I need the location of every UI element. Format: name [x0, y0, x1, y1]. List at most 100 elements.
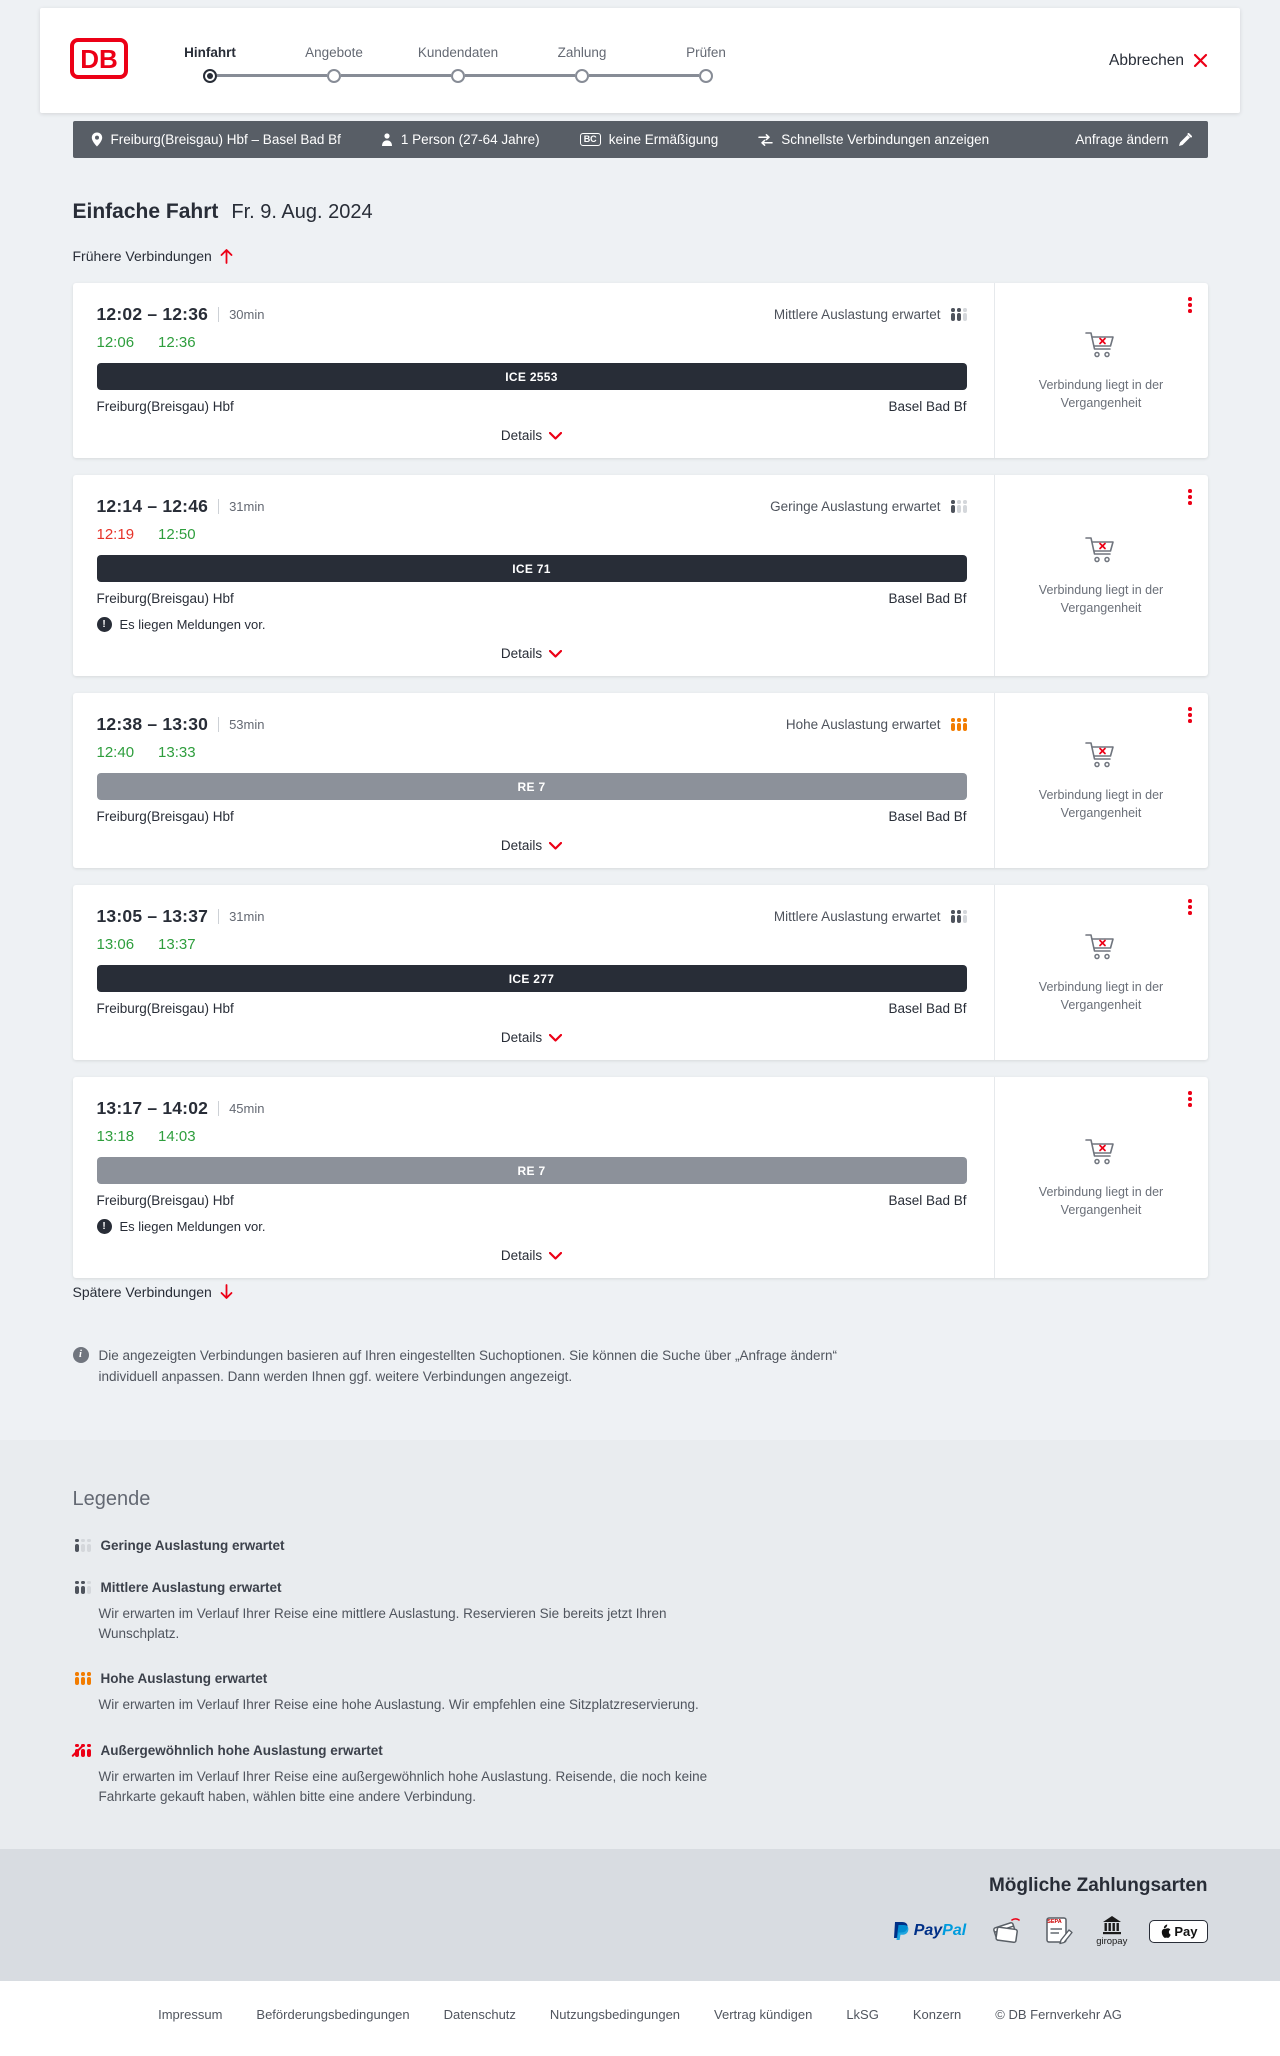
step-angebote[interactable]: Angebote	[272, 45, 451, 83]
legend-section: Legende Geringe Auslastung erwartet Mitt…	[0, 1439, 1280, 1850]
connection-card: 12:38 – 13:30 53min Hohe Auslastung erwa…	[72, 693, 1208, 868]
messages-note: Es liegen Meldungen vor.	[96, 617, 967, 632]
connection-side-panel: Verbindung liegt in der Vergangenheit	[995, 885, 1208, 1060]
trip-type-title: Einfache Fahrt	[72, 200, 219, 223]
departure-station: Freiburg(Breisgau) Hbf	[96, 1193, 234, 1208]
footer-link-vertrag-kuendigen[interactable]: Vertrag kündigen	[714, 2007, 813, 2023]
connection-side-panel: Verbindung liegt in der Vergangenheit	[995, 283, 1208, 458]
separator	[218, 1101, 220, 1116]
payment-methods: PayPal	[73, 1915, 1208, 1947]
time-range: 13:05 – 13:37	[96, 906, 209, 926]
stations-row: Freiburg(Breisgau) Hbf Basel Bad Bf	[97, 399, 967, 414]
footer-link-impressum[interactable]: Impressum	[158, 2007, 223, 2023]
real-departure-time: 12:40	[96, 744, 135, 761]
separator	[218, 909, 220, 924]
arrival-station: Basel Bad Bf	[888, 809, 967, 824]
connection-summary[interactable]: 13:05 – 13:37 31min Mittlere Auslastung …	[73, 885, 995, 1060]
connection-summary[interactable]: 13:17 – 14:02 45min 13:18 14:03 RE 7 Fre…	[73, 1077, 995, 1278]
step-circle	[451, 68, 465, 83]
separator	[218, 499, 220, 514]
real-arrival-time: 13:33	[158, 744, 196, 761]
departure-station: Freiburg(Breisgau) Hbf	[96, 399, 234, 414]
giropay-icon: giropay	[1096, 1915, 1127, 1947]
chevron-down-icon	[549, 431, 563, 440]
realtime-row: 13:06 13:37	[97, 936, 967, 953]
real-arrival-time: 12:36	[158, 334, 196, 351]
duration: 31min	[229, 499, 265, 514]
duration: 45min	[229, 1101, 265, 1116]
alert-icon	[96, 617, 112, 632]
connection-menu-button[interactable]	[1185, 486, 1195, 508]
connection-menu-button[interactable]	[1185, 1088, 1195, 1110]
cart-crossed-icon	[1085, 1139, 1114, 1165]
occupancy-low-icon	[949, 500, 967, 513]
footer-link-nutzungsbedingungen[interactable]: Nutzungsbedingungen	[549, 2007, 681, 2023]
step-zahlung[interactable]: Zahlung	[520, 45, 699, 83]
connection-summary[interactable]: 12:38 – 13:30 53min Hohe Auslastung erwa…	[73, 693, 995, 868]
step-hinfahrt[interactable]: Hinfahrt	[148, 45, 327, 83]
duration: 31min	[229, 909, 265, 924]
past-connection-note: Verbindung liegt in der Vergangenheit	[1016, 534, 1186, 617]
arrow-up-icon	[220, 249, 233, 264]
arrival-station: Basel Bad Bf	[888, 399, 967, 414]
time-range: 12:02 – 12:36	[96, 304, 209, 324]
connection-card: 13:05 – 13:37 31min Mittlere Auslastung …	[72, 885, 1208, 1060]
summary-sort-option: Schnellste Verbindungen anzeigen	[758, 132, 989, 147]
occupancy-high-icon	[949, 718, 967, 731]
change-request-button[interactable]: Anfrage ändern	[1075, 132, 1192, 147]
cancel-button[interactable]: Abbrechen	[1109, 52, 1208, 70]
pencil-icon	[1178, 132, 1192, 146]
connection-menu-button[interactable]	[1185, 896, 1195, 918]
connection-menu-button[interactable]	[1185, 704, 1195, 726]
booking-stepper: Hinfahrt Angebote Kundendaten Zahlung Pr…	[148, 39, 768, 83]
cart-crossed-icon	[1085, 742, 1114, 768]
train-label-bar: RE 7	[96, 1157, 967, 1184]
search-summary-bar: Freiburg(Breisgau) Hbf – Basel Bad Bf 1 …	[72, 121, 1208, 158]
details-toggle[interactable]: Details	[501, 646, 563, 661]
time-range: 13:17 – 14:02	[96, 1098, 209, 1118]
details-toggle[interactable]: Details	[501, 1248, 563, 1263]
real-departure-time: 13:18	[96, 1128, 135, 1145]
earlier-connections-link[interactable]: Frühere Verbindungen	[73, 248, 233, 264]
person-icon	[381, 132, 392, 146]
step-pruefen[interactable]: Prüfen	[644, 45, 768, 83]
step-circle	[203, 68, 217, 83]
departure-station: Freiburg(Breisgau) Hbf	[96, 809, 234, 824]
footer-link-lksg[interactable]: LkSG	[846, 2007, 879, 2023]
real-arrival-time: 13:37	[158, 936, 196, 953]
details-toggle[interactable]: Details	[501, 1030, 563, 1045]
past-connection-note: Verbindung liegt in der Vergangenheit	[1016, 329, 1186, 412]
departure-station: Freiburg(Breisgau) Hbf	[96, 591, 234, 606]
cart-crossed-icon	[1085, 537, 1114, 563]
realtime-row: 12:19 12:50	[97, 526, 967, 543]
connection-menu-button[interactable]	[1185, 294, 1195, 316]
step-kundendaten[interactable]: Kundendaten	[396, 45, 575, 83]
footer-link-befoerderungsbedingungen[interactable]: Beförderungsbedingungen	[256, 2007, 410, 2023]
details-toggle[interactable]: Details	[501, 838, 563, 853]
legend-item-high: Hohe Auslastung erwartet Wir erwarten im…	[73, 1671, 1208, 1715]
connection-card: 12:02 – 12:36 30min Mittlere Auslastung …	[72, 283, 1208, 458]
bahncard-icon: BC	[579, 132, 601, 147]
connection-summary[interactable]: 12:14 – 12:46 31min Geringe Auslastung e…	[73, 475, 995, 676]
separator	[218, 717, 220, 732]
legend-item-low: Geringe Auslastung erwartet	[73, 1538, 1208, 1553]
departure-station: Freiburg(Breisgau) Hbf	[96, 1001, 234, 1016]
train-label-bar: ICE 277	[96, 965, 967, 992]
duration: 53min	[229, 717, 265, 732]
occupancy-high-icon	[73, 1672, 91, 1686]
arrow-down-icon	[220, 1284, 233, 1299]
connection-summary[interactable]: 12:02 – 12:36 30min Mittlere Auslastung …	[73, 283, 995, 458]
details-toggle[interactable]: Details	[501, 428, 563, 443]
footer-link-konzern[interactable]: Konzern	[912, 2007, 962, 2023]
page-title: Einfache Fahrt Fr. 9. Aug. 2024	[73, 200, 1208, 224]
chevron-down-icon	[549, 841, 563, 850]
train-label-bar: RE 7	[96, 773, 967, 800]
connection-card: 13:17 – 14:02 45min 13:18 14:03 RE 7 Fre…	[72, 1077, 1208, 1278]
chevron-down-icon	[549, 649, 563, 658]
separator	[218, 307, 220, 322]
realtime-row: 12:40 13:33	[97, 744, 967, 761]
past-connection-note: Verbindung liegt in der Vergangenheit	[1016, 931, 1186, 1014]
footer-link-datenschutz[interactable]: Datenschutz	[443, 2007, 516, 2023]
later-connections-link[interactable]: Spätere Verbindungen	[73, 1284, 233, 1300]
apple-pay-icon: Pay	[1149, 1919, 1208, 1943]
